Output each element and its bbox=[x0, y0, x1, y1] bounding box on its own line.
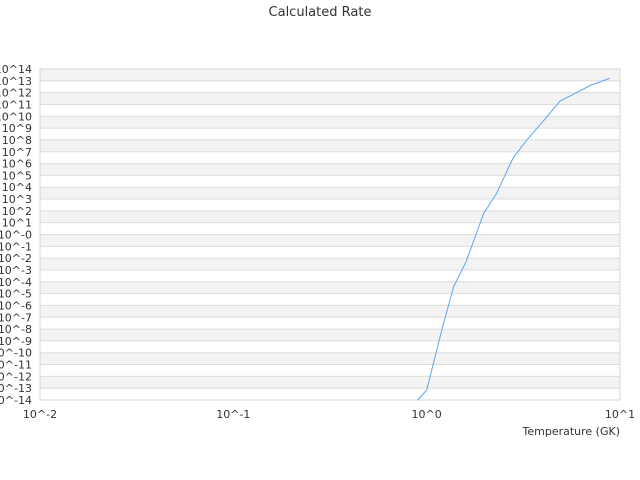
series-line bbox=[417, 77, 610, 401]
y-tick-label: 10^4 bbox=[2, 181, 32, 194]
y-tick-label: 10^-1 bbox=[0, 240, 32, 253]
y-tick-label: 10^12 bbox=[0, 87, 32, 100]
y-tick-label: 10^14 bbox=[0, 63, 32, 76]
chart-title: Calculated Rate bbox=[268, 5, 372, 20]
plot-frame bbox=[39, 68, 621, 401]
y-tick-label: 10^-11 bbox=[0, 359, 32, 372]
x-tick-label: 10^1 bbox=[605, 408, 635, 421]
y-tick-label: 10^-13 bbox=[0, 382, 32, 395]
x-axis-label: Temperature (GK) bbox=[522, 425, 621, 438]
y-tick-label: 10^-4 bbox=[0, 276, 32, 289]
y-tick-label: 10^-7 bbox=[0, 311, 32, 324]
grid-band bbox=[40, 116, 620, 129]
y-tick-label: 10^-0 bbox=[0, 229, 32, 242]
grid-band bbox=[40, 281, 620, 294]
y-tick-label: 10^3 bbox=[2, 193, 32, 206]
y-tick-label: 10^13 bbox=[0, 75, 32, 88]
grid-band bbox=[40, 376, 620, 389]
grid-band bbox=[40, 210, 620, 223]
y-tick-label: 10^-2 bbox=[0, 252, 32, 265]
y-tick-label: 10^-3 bbox=[0, 264, 32, 277]
x-tick-label: 10^-2 bbox=[23, 408, 57, 421]
grid-band bbox=[40, 163, 620, 176]
x-tick-label: 10^0 bbox=[412, 408, 442, 421]
y-tick-label: 10^10 bbox=[0, 110, 32, 123]
y-tick-label: 10^-14 bbox=[0, 394, 32, 407]
grid-band bbox=[40, 234, 620, 247]
y-tick-label: 10^-10 bbox=[0, 347, 32, 360]
grid-band bbox=[40, 258, 620, 270]
grid-band bbox=[40, 92, 620, 105]
y-tick-label: 10^2 bbox=[2, 205, 32, 218]
grid-band bbox=[40, 69, 620, 81]
y-tick-label: 10^-8 bbox=[0, 323, 32, 336]
grid-band bbox=[40, 352, 620, 365]
grid-band bbox=[40, 139, 620, 152]
y-tick-label: 10^5 bbox=[2, 169, 32, 182]
y-tick-label: 10^6 bbox=[2, 158, 32, 171]
y-tick-label: 10^-12 bbox=[0, 370, 32, 383]
grid-band bbox=[40, 329, 620, 341]
grid-band bbox=[40, 305, 620, 318]
grid-band bbox=[40, 187, 620, 200]
y-tick-label: 10^-9 bbox=[0, 335, 32, 348]
y-tick-label: 10^9 bbox=[2, 122, 32, 135]
y-tick-label: 10^8 bbox=[2, 134, 32, 147]
y-tick-label: 10^-6 bbox=[0, 299, 32, 312]
y-tick-label: 10^-5 bbox=[0, 288, 32, 301]
y-tick-label: 10^11 bbox=[0, 98, 32, 111]
y-tick-label: 10^7 bbox=[2, 146, 32, 159]
y-tick-label: 10^1 bbox=[2, 217, 32, 230]
x-tick-label: 10^-1 bbox=[216, 408, 250, 421]
